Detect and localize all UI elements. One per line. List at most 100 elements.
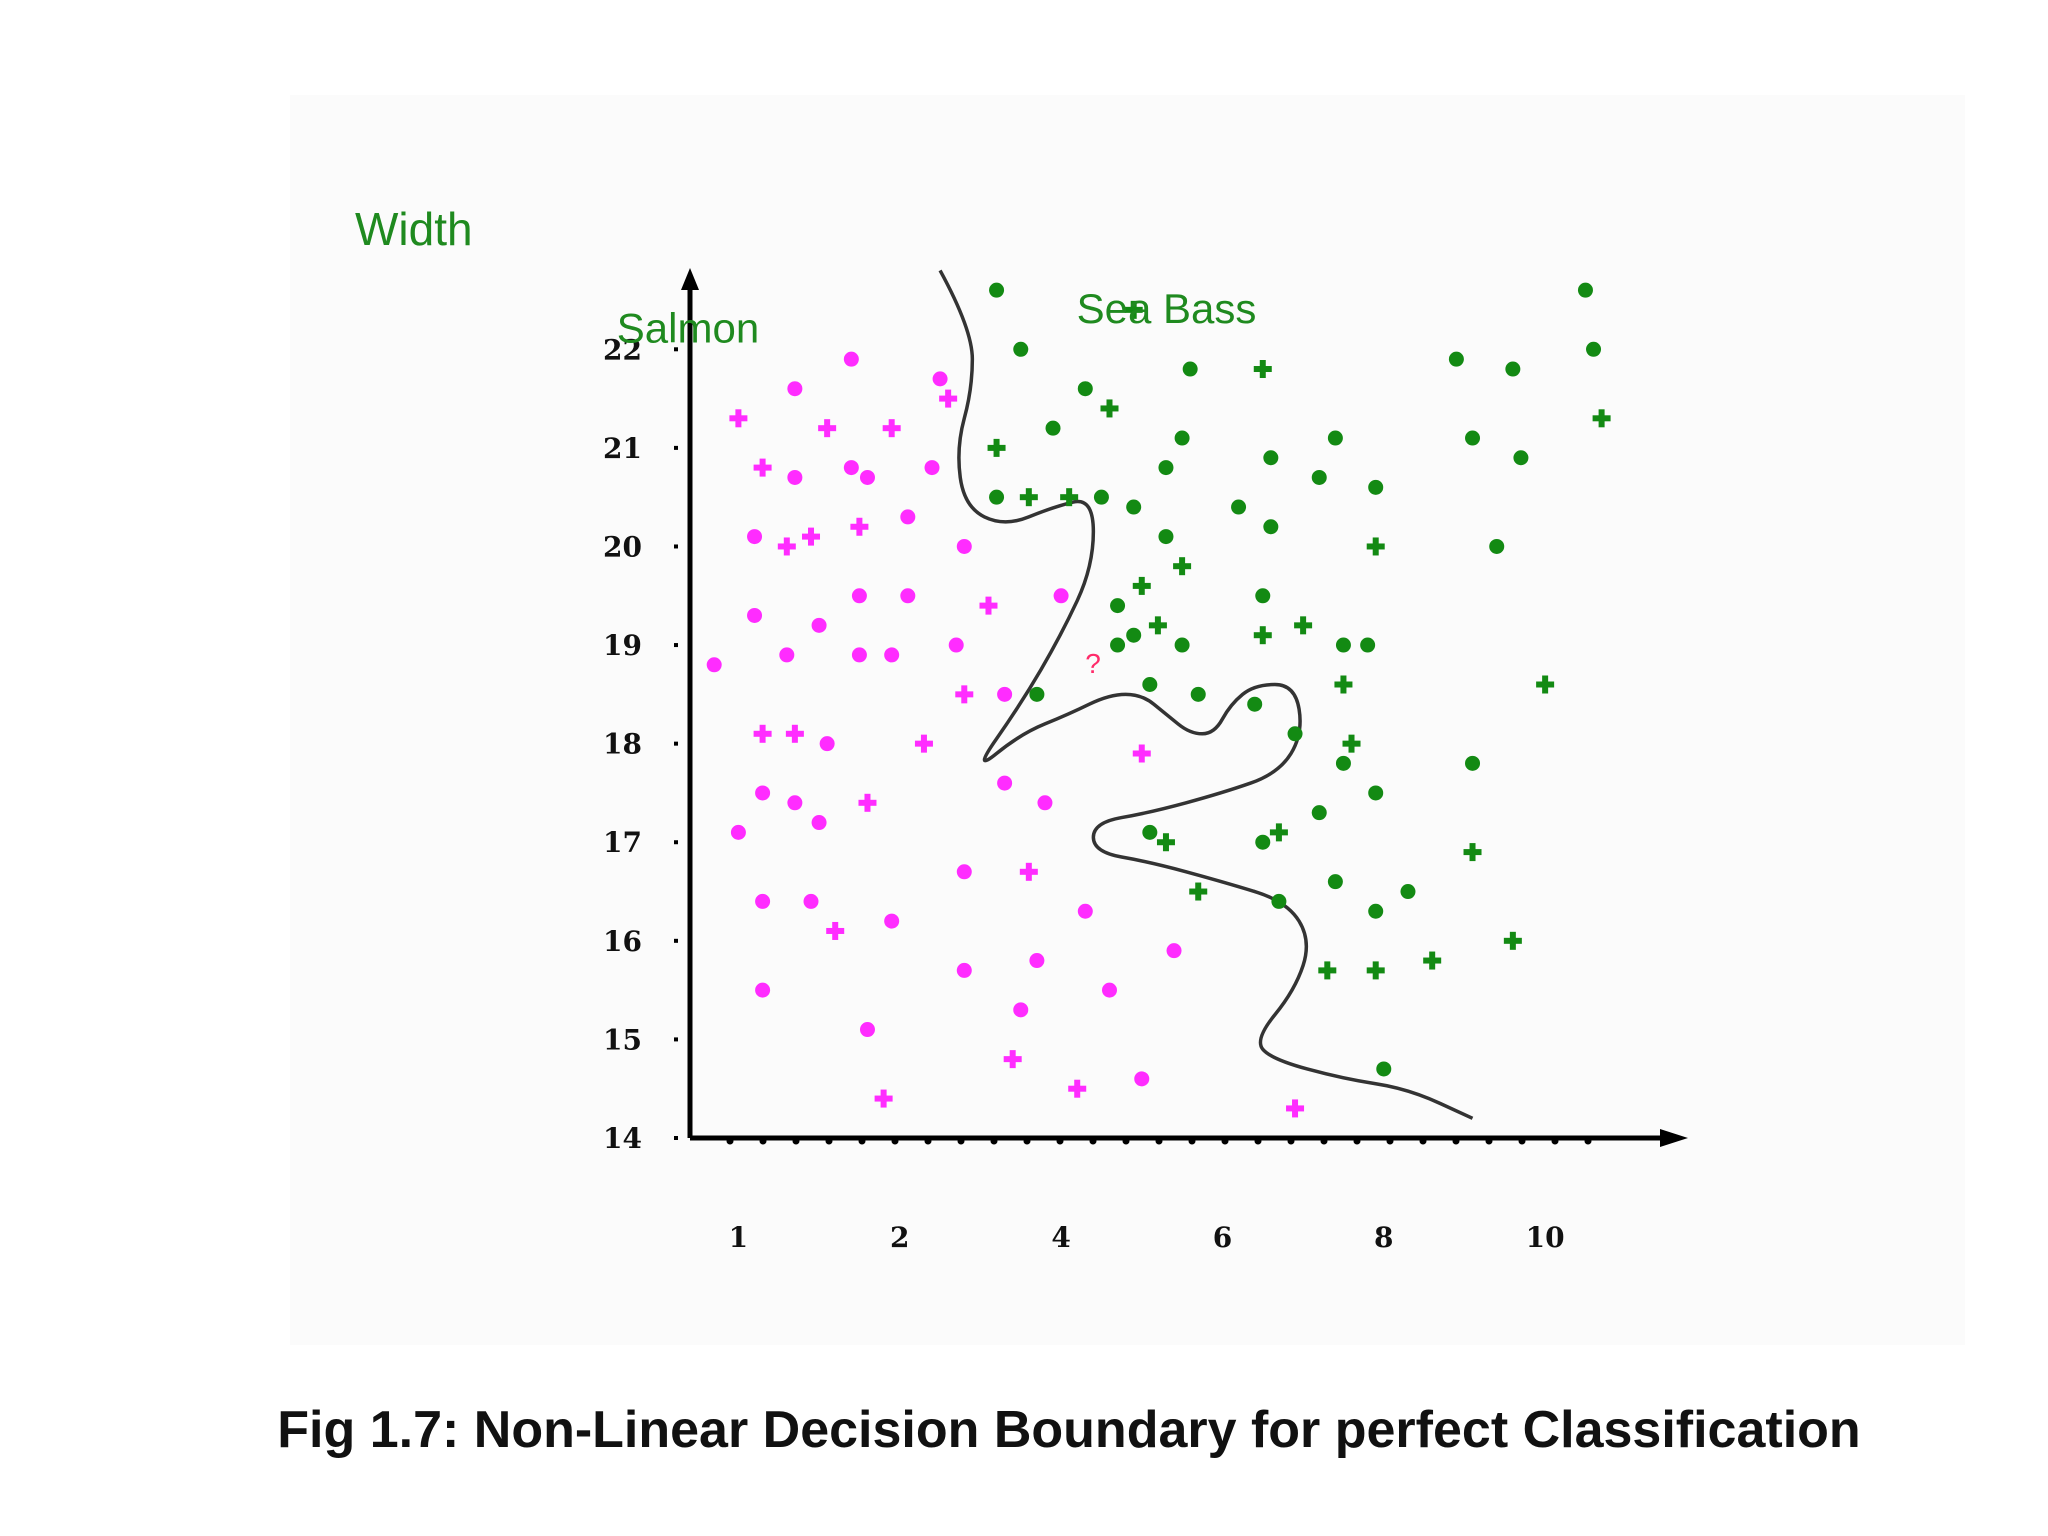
y-tick-label: 18 — [603, 728, 642, 761]
sea-bass-point — [1013, 341, 1029, 357]
salmon-point — [785, 724, 804, 743]
sea-bass-point — [1489, 538, 1505, 554]
decision-boundary-group — [938, 269, 1474, 1120]
salmon-point — [755, 982, 771, 998]
sea-bass-point — [1592, 409, 1611, 428]
salmon-point — [826, 921, 845, 940]
sea-bass-point — [1376, 1061, 1392, 1077]
sea-bass-point — [1189, 882, 1208, 901]
sea-bass-point — [1366, 961, 1385, 980]
x-tick-label: 6 — [1213, 1221, 1232, 1254]
sea-bass-point — [1503, 931, 1522, 950]
salmon-point — [956, 864, 972, 880]
salmon-point — [753, 458, 772, 477]
salmon-point — [747, 529, 763, 545]
y-tick-mark — [674, 840, 678, 845]
sea-bass-point — [1368, 785, 1384, 801]
x-tick-label: 2 — [890, 1221, 909, 1254]
sea-bass-point — [1318, 961, 1337, 980]
salmon-point — [932, 371, 948, 387]
sea-bass-point — [1126, 499, 1142, 515]
sea-bass-point — [1110, 598, 1126, 614]
salmon-point — [955, 685, 974, 704]
y-tick-mark — [674, 643, 678, 648]
x-axis-dot — [825, 1137, 833, 1145]
salmon-series — [706, 351, 1305, 1118]
x-tick-label: 1 — [729, 1221, 748, 1254]
y-tick-label: 22 — [603, 333, 642, 366]
y-tick-mark — [674, 445, 678, 450]
x-axis-dot — [1452, 1137, 1460, 1145]
salmon-point — [914, 734, 933, 753]
y-tick-label: 20 — [603, 530, 642, 563]
sea-bass-point — [989, 489, 1005, 505]
x-axis-dot — [759, 1137, 767, 1145]
sea-bass-point — [1174, 430, 1190, 446]
sea-bass-point — [1253, 626, 1272, 645]
salmon-point — [851, 647, 867, 663]
sea-bass-point — [1577, 282, 1593, 298]
salmon-point — [747, 607, 763, 623]
sea-bass-point — [1342, 734, 1361, 753]
sea-bass-point — [1142, 676, 1158, 692]
figure-caption: Fig 1.7: Non-Linear Decision Boundary fo… — [277, 1401, 1861, 1459]
sea-bass-point — [1029, 686, 1045, 702]
salmon-point — [900, 588, 916, 604]
salmon-point — [859, 1022, 875, 1038]
salmon-point — [787, 381, 803, 397]
salmon-point — [755, 893, 771, 909]
y-tick-label: 14 — [603, 1122, 642, 1155]
salmon-point — [1003, 1050, 1022, 1069]
x-axis-dot — [792, 1137, 800, 1145]
sea-bass-point — [1100, 399, 1119, 418]
sea-bass-point — [1263, 450, 1279, 466]
x-axis-dot — [990, 1137, 998, 1145]
sea-bass-point — [1505, 361, 1521, 377]
sea-bass-point — [1190, 686, 1206, 702]
y-tick-label: 16 — [603, 925, 642, 958]
sea-bass-point — [1077, 381, 1093, 397]
sea-bass-point — [987, 438, 1006, 457]
x-axis-dot — [957, 1137, 965, 1145]
sea-bass-point — [1269, 823, 1288, 842]
sea-bass-point — [1271, 893, 1287, 909]
sea-bass-point — [1255, 834, 1271, 850]
salmon-point — [948, 637, 964, 653]
sea-bass-point — [1255, 588, 1271, 604]
salmon-point — [900, 509, 916, 525]
salmon-point — [851, 588, 867, 604]
sea-bass-point — [1231, 499, 1247, 515]
salmon-point — [1134, 1071, 1150, 1087]
sea-bass-point — [1148, 616, 1167, 635]
ticks: 22 21 20 19 18 17 16 15 14 1 2 4 6 8 10 — [603, 333, 1592, 1254]
salmon-point — [874, 1089, 893, 1108]
salmon-point — [1286, 1099, 1305, 1118]
sea-bass-point — [1335, 637, 1351, 653]
sea-bass-point — [1247, 696, 1263, 712]
sea-bass-point — [1060, 488, 1079, 507]
y-tick-label: 17 — [603, 826, 642, 859]
unknown-point-marker: ? — [1085, 648, 1101, 679]
x-axis-dot — [1155, 1137, 1163, 1145]
salmon-point — [1029, 953, 1045, 969]
sea-bass-point — [1174, 637, 1190, 653]
y-tick-mark — [674, 1136, 678, 1140]
sea-bass-point — [1045, 420, 1061, 436]
sea-bass-point — [1448, 351, 1464, 367]
salmon-point — [1101, 982, 1117, 998]
x-axis-dot — [1419, 1137, 1427, 1145]
salmon-label: Salmon — [617, 305, 759, 352]
salmon-point — [811, 617, 827, 633]
y-tick-mark — [674, 347, 678, 352]
sea-bass-point — [989, 282, 1005, 298]
y-tick-label: 19 — [603, 629, 642, 662]
sea-bass-point — [1132, 576, 1151, 595]
sea-bass-point — [1019, 488, 1038, 507]
salmon-point — [818, 419, 837, 438]
salmon-point — [924, 460, 940, 476]
salmon-point — [1053, 588, 1069, 604]
sea-bass-point — [1294, 616, 1313, 635]
sea-bass-point — [1142, 824, 1158, 840]
x-axis-dot — [1518, 1137, 1526, 1145]
